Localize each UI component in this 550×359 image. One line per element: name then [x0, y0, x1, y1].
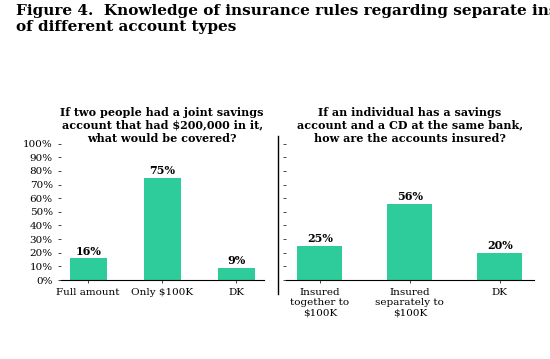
- Text: 9%: 9%: [227, 255, 245, 266]
- Text: 56%: 56%: [397, 191, 423, 202]
- Bar: [70, 258, 107, 280]
- Bar: [477, 253, 522, 280]
- Text: 20%: 20%: [487, 240, 513, 251]
- Text: If two people had a joint savings
account that had $200,000 in it,
what would be: If two people had a joint savings accoun…: [60, 107, 264, 144]
- Text: Figure 4.  Knowledge of insurance rules regarding separate insurance
of differen: Figure 4. Knowledge of insurance rules r…: [16, 4, 550, 34]
- Bar: [297, 246, 342, 280]
- Text: 25%: 25%: [307, 233, 333, 244]
- Bar: [387, 204, 432, 280]
- Bar: [218, 268, 255, 280]
- Text: 16%: 16%: [75, 246, 101, 257]
- Bar: [144, 178, 181, 280]
- Text: If an individual has a savings
account and a CD at the same bank,
how are the ac: If an individual has a savings account a…: [296, 107, 523, 144]
- Text: 75%: 75%: [149, 165, 175, 176]
